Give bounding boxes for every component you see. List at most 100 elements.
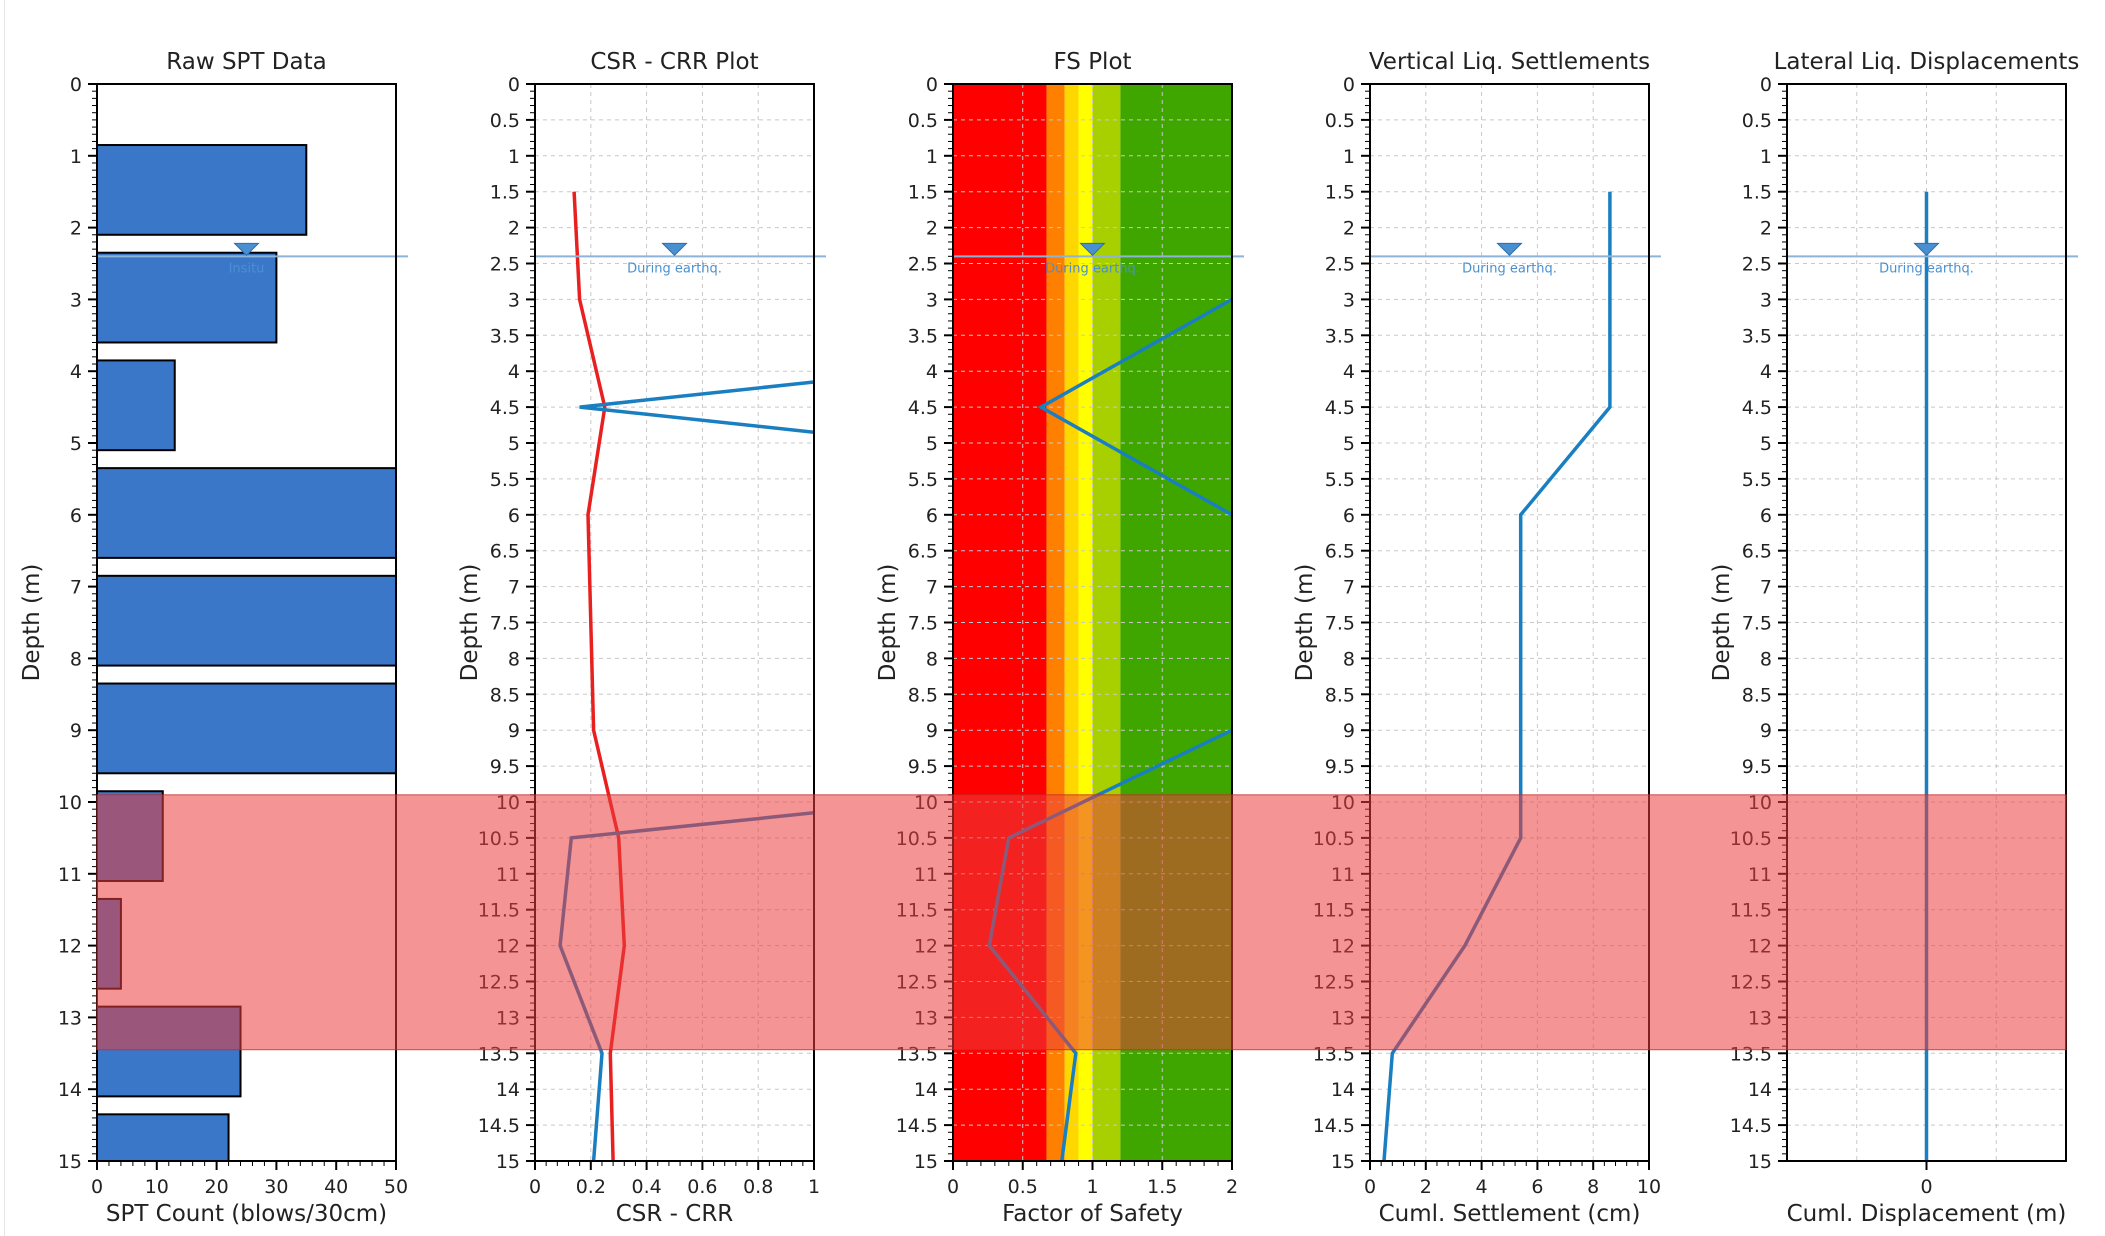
y-tick-label: 7.5: [1325, 613, 1355, 635]
y-tick-label: 7: [926, 577, 938, 599]
y-tick-label: 1: [1343, 146, 1355, 168]
x-tick-label: 1: [808, 1176, 820, 1198]
y-tick-label: 5: [508, 433, 520, 455]
y-tick-label: 9: [508, 720, 520, 742]
y-tick-label: 3.5: [490, 325, 520, 347]
y-tick-label: 3: [926, 289, 938, 311]
x-axis-title: SPT Count (blows/30cm): [106, 1201, 387, 1227]
y-tick-label: 9: [70, 720, 82, 742]
y-tick-label: 3: [508, 289, 520, 311]
y-tick-label: 0: [1760, 74, 1772, 96]
y-tick-label: 1: [926, 146, 938, 168]
y-tick-label: 8.5: [908, 684, 938, 706]
y-tick-label: 0.5: [490, 110, 520, 132]
y-tick-label: 1.5: [908, 182, 938, 204]
plot-title: CSR - CRR Plot: [590, 49, 758, 75]
plot-title: Vertical Liq. Settlements: [1369, 49, 1650, 75]
x-tick-label: 50: [384, 1176, 408, 1198]
y-tick-label: 4: [1343, 361, 1355, 383]
x-tick-label: 0: [947, 1176, 959, 1198]
y-tick-label: 7: [1760, 577, 1772, 599]
y-tick-label: 9.5: [490, 756, 520, 778]
y-tick-label: 0: [926, 74, 938, 96]
y-tick-label: 14.5: [1313, 1115, 1355, 1137]
chart-lateral-displacement: During earthq. 0 0.5 1 1.5 2 2.5 3 3.5 4 4.5 5 5.5 6 6…: [1709, 49, 2079, 1227]
chart-vertical-settlement: During earthq. 0 0.5 1 1.5 2 2.5 3 3.5 4 4.5 5 5.5 6 6…: [1292, 49, 1661, 1227]
y-tick-label: 0.5: [1325, 110, 1355, 132]
water-table-marker: [1496, 242, 1523, 257]
water-table-marker: [1079, 242, 1106, 257]
y-tick-label: 14.5: [478, 1115, 520, 1137]
x-tick-label: 0: [91, 1176, 103, 1198]
water-table-marker: [661, 242, 688, 257]
water-table-label: During earthq.: [627, 261, 722, 276]
x-tick-label: 0.2: [576, 1176, 606, 1198]
y-tick-label: 3: [1343, 289, 1355, 311]
y-tick-label: 9: [1343, 720, 1355, 742]
x-tick-label: 20: [205, 1176, 229, 1198]
y-axis-title: Depth (m): [875, 564, 901, 682]
y-tick-label: 4.5: [1742, 397, 1772, 419]
y-tick-label: 0: [508, 74, 520, 96]
y-tick-label: 6.5: [490, 541, 520, 563]
y-tick-label: 9: [1760, 720, 1772, 742]
liquefaction-zone-band: [96, 794, 2067, 1051]
y-tick-label: 8: [1760, 648, 1772, 670]
y-tick-label: 5: [1760, 433, 1772, 455]
y-tick-label: 15: [1331, 1151, 1355, 1173]
x-tick-label: 40: [324, 1176, 348, 1198]
y-tick-label: 2.5: [1742, 254, 1772, 276]
y-tick-label: 9.5: [1742, 756, 1772, 778]
x-tick-label: 1.5: [1147, 1176, 1177, 1198]
x-axis-title: Factor of Safety: [1002, 1201, 1183, 1227]
spt-bar-5: [97, 682, 396, 775]
window-left-edge: [4, 0, 5, 1236]
spt-bar-9: [97, 1113, 230, 1161]
y-tick-label: 6: [1343, 505, 1355, 527]
y-tick-label: 12: [58, 936, 82, 958]
y-tick-label: 7.5: [1742, 613, 1772, 635]
y-tick-label: 9.5: [908, 756, 938, 778]
x-tick-label: 0.6: [687, 1176, 717, 1198]
y-tick-label: 15: [496, 1151, 520, 1173]
water-table-label: During earthq.: [1462, 261, 1557, 276]
chart-csr-crr: During earthq. 0 0.5 1 1.5 2 2.5 3 3.5 4 4.5 5 5.5 6 6…: [457, 49, 826, 1227]
y-tick-label: 15: [914, 1151, 938, 1173]
y-tick-label: 7.5: [908, 613, 938, 635]
water-table-marker: [1913, 242, 1940, 257]
y-tick-label: 3.5: [1325, 325, 1355, 347]
chart-fs-plot: During earthq. 0 0.5 1 1.5 2 2.5 3 3.5 4 4.5 5 5.5 6 6…: [875, 49, 1244, 1227]
water-table-marker: [233, 242, 260, 257]
y-tick-label: 14: [496, 1079, 520, 1101]
y-tick-label: 14.5: [1730, 1115, 1772, 1137]
y-tick-label: 5.5: [1742, 469, 1772, 491]
x-tick-label: 8: [1587, 1176, 1599, 1198]
y-tick-label: 6: [926, 505, 938, 527]
x-tick-label: 4: [1476, 1176, 1488, 1198]
spt-bar-3: [97, 467, 396, 559]
y-tick-label: 0.5: [1742, 110, 1772, 132]
y-tick-label: 1.5: [1742, 182, 1772, 204]
y-tick-label: 2: [1343, 218, 1355, 240]
y-tick-label: 14: [914, 1079, 938, 1101]
y-tick-label: 6.5: [908, 541, 938, 563]
y-tick-label: 7: [70, 577, 82, 599]
y-tick-label: 6: [1760, 505, 1772, 527]
y-tick-label: 2.5: [490, 254, 520, 276]
y-tick-label: 3.5: [1742, 325, 1772, 347]
y-tick-label: 8: [1343, 648, 1355, 670]
y-tick-label: 8: [70, 648, 82, 670]
y-axis-title: Depth (m): [19, 564, 45, 682]
spt-bar-0: [97, 144, 308, 236]
y-tick-label: 4: [1760, 361, 1772, 383]
y-tick-label: 5.5: [908, 469, 938, 491]
y-tick-label: 5.5: [490, 469, 520, 491]
y-tick-label: 8.5: [490, 684, 520, 706]
x-tick-label: 0.4: [631, 1176, 661, 1198]
series-line-0: [1037, 297, 1232, 517]
y-tick-label: 14: [1748, 1079, 1772, 1101]
x-axis-title: Cuml. Displacement (m): [1787, 1201, 2067, 1227]
spt-bar-2: [97, 359, 176, 452]
